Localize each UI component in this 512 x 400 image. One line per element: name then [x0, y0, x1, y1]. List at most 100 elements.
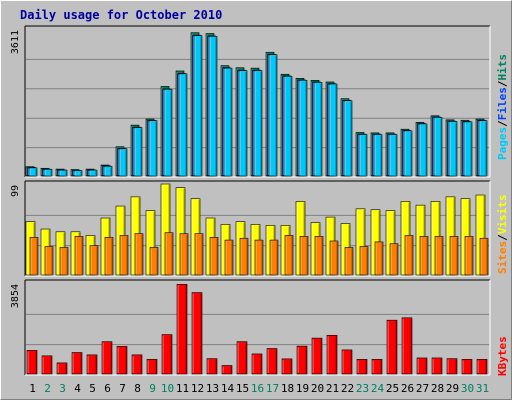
- sites-bar-body: [269, 239, 279, 276]
- kbytes-bar-body: [476, 359, 488, 375]
- sites-bar: [89, 245, 99, 276]
- sites-bar: [194, 233, 204, 276]
- x-tick-label: 28: [431, 382, 444, 395]
- x-tick-label: 31: [476, 382, 489, 395]
- kbytes-bar-body: [206, 358, 218, 375]
- sites-bar: [314, 236, 324, 276]
- pages-bar-body: [478, 120, 488, 177]
- kbytes-bar: [176, 283, 188, 375]
- kbytes-bar: [311, 337, 323, 375]
- x-tick-label: 9: [149, 382, 156, 395]
- pages-bar-body: [433, 117, 443, 177]
- x-tick-label: 1: [29, 382, 36, 395]
- kbytes-bar: [431, 357, 443, 375]
- kbytes-bar-body: [386, 319, 398, 375]
- kbytes-bar-body: [56, 362, 68, 375]
- x-tick-label: 3: [59, 382, 66, 395]
- pages-bar-body: [283, 75, 293, 177]
- pages-bar: [298, 80, 308, 177]
- sites-bar-body: [449, 236, 459, 276]
- kbytes-bar-body: [41, 355, 53, 375]
- x-tick-label: 10: [161, 382, 174, 395]
- sites-bar: [119, 235, 129, 276]
- pages-bar: [433, 117, 443, 177]
- pages-bar: [163, 88, 173, 177]
- kbytes-bar-body: [401, 317, 413, 375]
- pages-bar-body: [103, 165, 113, 177]
- legend-sites-visits-visits: Visits: [496, 195, 509, 235]
- legend-kbytes: KBytes: [496, 336, 509, 376]
- kbytes-bar-body: [281, 358, 293, 375]
- sites-bar: [149, 247, 159, 276]
- sites-bar: [329, 240, 339, 276]
- sites-bar: [464, 236, 474, 276]
- x-tick-label: 24: [371, 382, 385, 395]
- pages-bar-body: [43, 168, 53, 177]
- pages-bar-body: [328, 83, 338, 177]
- sites-bar: [434, 236, 444, 276]
- legend-pages-files-hits-separator: /: [496, 80, 509, 87]
- x-tick-label: 25: [386, 382, 399, 395]
- sites-bar-body: [479, 237, 489, 276]
- y-max-label-2: 99: [10, 185, 21, 197]
- sites-bar-body: [434, 236, 444, 276]
- pages-bar-body: [58, 169, 68, 177]
- sites-bar-body: [299, 236, 309, 276]
- pages-bar: [388, 134, 398, 177]
- pages-bar-body: [343, 100, 353, 177]
- kbytes-bar: [416, 357, 428, 375]
- x-tick-label: 14: [221, 382, 235, 395]
- kbytes-bar: [476, 359, 488, 375]
- x-tick-label: 18: [281, 382, 294, 395]
- sites-bar-body: [164, 232, 174, 276]
- x-tick-label: 12: [191, 382, 204, 395]
- kbytes-bar: [326, 334, 338, 375]
- chart-title: Daily usage for October 2010: [20, 8, 222, 22]
- kbytes-bar: [131, 354, 143, 375]
- sites-bar-body: [344, 247, 354, 276]
- pages-bar-body: [88, 169, 98, 177]
- pages-bar: [238, 70, 248, 177]
- legend-kbytes-kbytes: KBytes: [496, 336, 509, 376]
- kbytes-bar: [236, 341, 248, 375]
- sites-bar: [29, 237, 39, 276]
- x-tick-label: 27: [416, 382, 429, 395]
- pages-bar-body: [178, 73, 188, 177]
- sites-bar-body: [209, 237, 219, 276]
- sites-bar-body: [134, 233, 144, 276]
- sites-bar-body: [329, 240, 339, 276]
- sites-bar: [374, 241, 384, 276]
- x-tick-label: 23: [356, 382, 369, 395]
- sites-bar: [479, 237, 489, 276]
- kbytes-bar: [446, 358, 458, 375]
- pages-bar: [478, 120, 488, 177]
- kbytes-bar-body: [251, 353, 263, 375]
- kbytes-bar: [356, 359, 368, 375]
- sites-bar: [269, 239, 279, 276]
- sites-bar: [44, 246, 54, 276]
- pages-bar-body: [358, 134, 368, 177]
- kbytes-bar-body: [431, 357, 443, 375]
- pages-bar-body: [133, 127, 143, 177]
- kbytes-bar: [296, 345, 308, 375]
- kbytes-bar: [146, 359, 158, 375]
- x-tick-label: 19: [296, 382, 309, 395]
- sites-bar: [254, 239, 264, 276]
- kbytes-bar: [71, 352, 83, 375]
- sites-bar-body: [119, 235, 129, 276]
- pages-bar: [463, 121, 473, 177]
- sites-bar: [389, 243, 399, 276]
- sites-bar-body: [359, 246, 369, 276]
- sites-bar: [59, 247, 69, 276]
- kbytes-bar: [41, 355, 53, 375]
- sites-bar: [104, 237, 114, 276]
- x-tick-label: 16: [251, 382, 264, 395]
- sites-bar: [134, 233, 144, 276]
- sites-bar: [299, 236, 309, 276]
- pages-bar: [148, 120, 158, 177]
- x-tick-label: 7: [119, 382, 126, 395]
- sites-bar-body: [104, 237, 114, 276]
- pages-bar-body: [448, 121, 458, 177]
- kbytes-bar: [401, 317, 413, 375]
